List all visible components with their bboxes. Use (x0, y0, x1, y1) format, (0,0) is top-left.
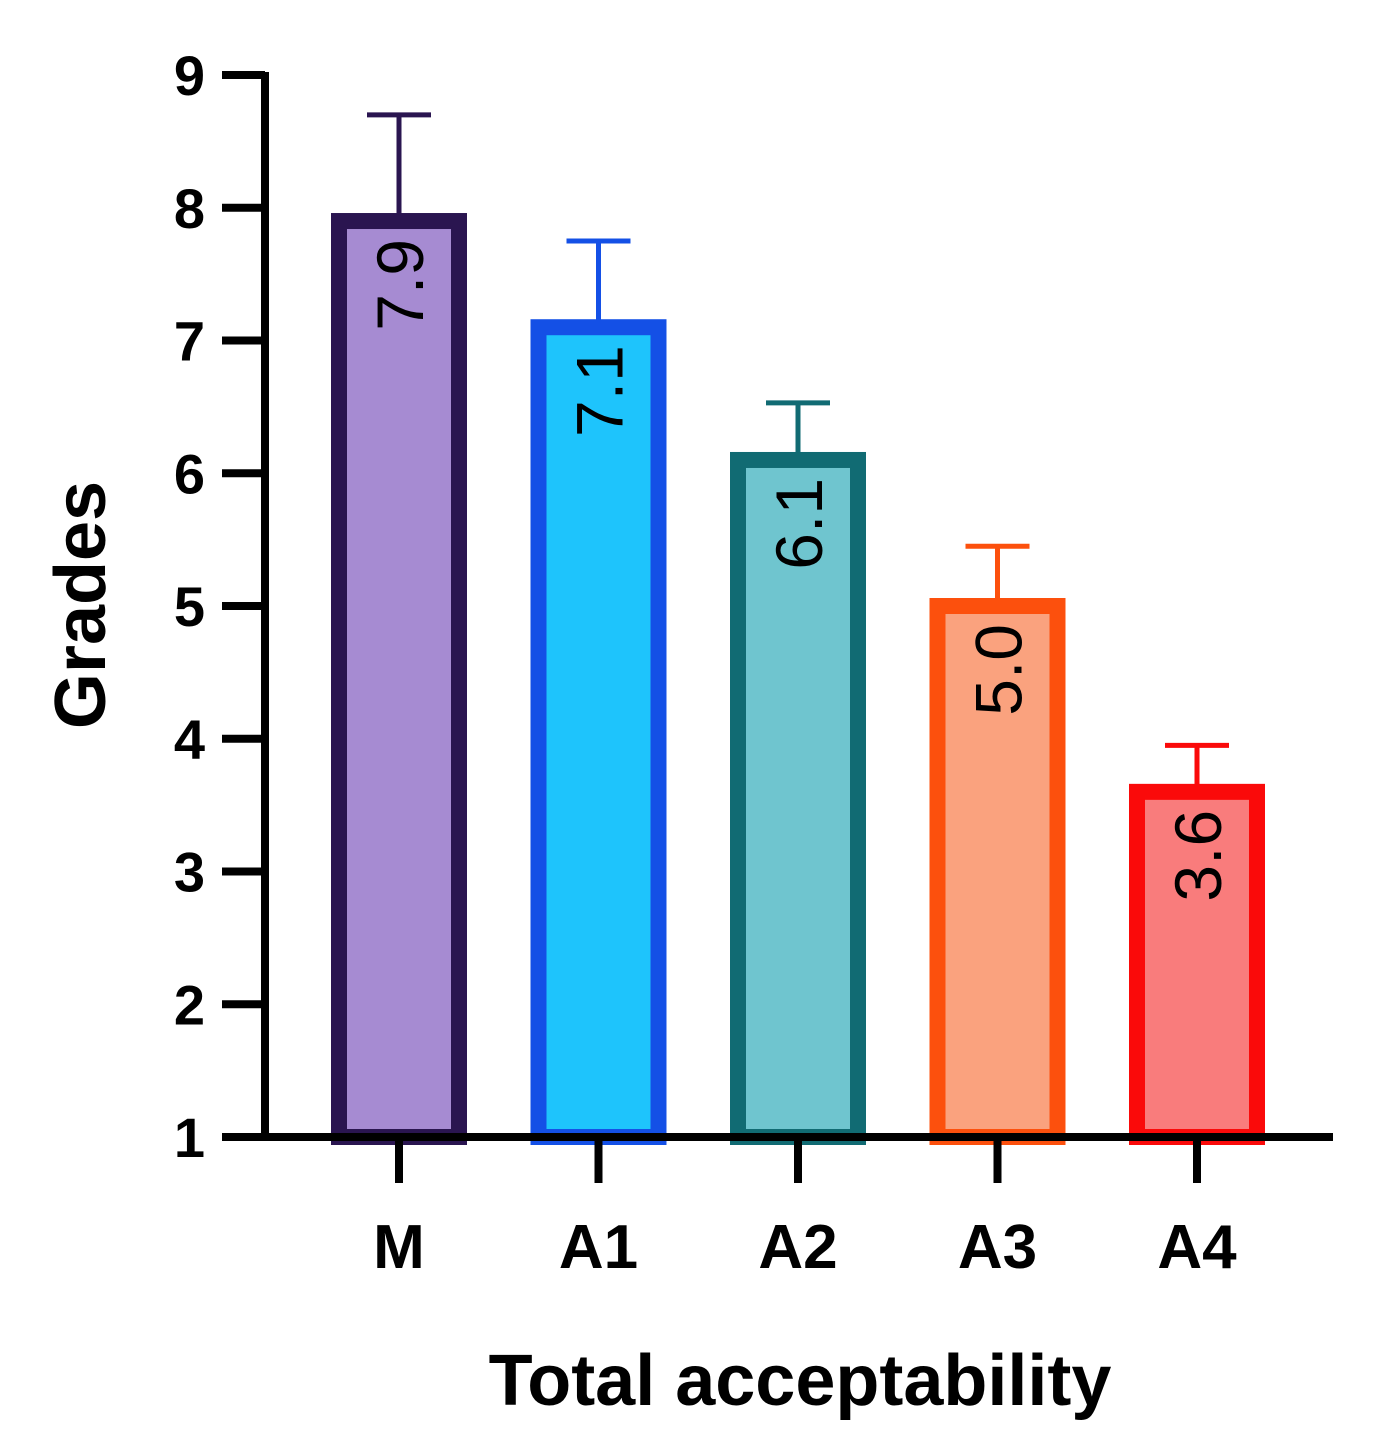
y-tick-label: 3 (174, 841, 205, 904)
data-label: 6.1 (762, 478, 836, 570)
x-axis-title: Total acceptability (489, 1341, 1112, 1421)
data-label: 5.0 (962, 624, 1036, 716)
y-axis-title: Grades (41, 481, 121, 729)
x-ticks-layer: M A1 A2 A3 A4 (373, 1137, 1237, 1282)
y-tick-label: 4 (174, 708, 205, 771)
y-tick-label: 5 (174, 575, 205, 638)
y-ticks-layer: 1 2 3 4 5 6 7 8 9 (174, 44, 265, 1169)
y-tick-label: 2 (174, 973, 205, 1036)
x-tick-label: A4 (1157, 1213, 1237, 1282)
x-tick-label: A3 (958, 1213, 1037, 1282)
y-tick-label: 8 (174, 177, 205, 240)
bar-a1 (530, 319, 667, 1146)
bars-layer (331, 213, 1265, 1146)
x-tick-label: A1 (559, 1213, 638, 1282)
y-tick-label: 1 (174, 1106, 205, 1169)
bar-m (331, 213, 467, 1145)
x-tick-label: A2 (758, 1213, 837, 1282)
y-tick-label: 9 (174, 44, 205, 107)
data-label: 3.6 (1161, 810, 1235, 902)
error-bars-layer (367, 112, 1229, 792)
data-label: 7.9 (363, 239, 437, 331)
y-tick-label: 7 (174, 310, 205, 373)
data-labels-layer: 7.9 7.1 6.1 5.0 3.6 (363, 239, 1235, 902)
data-label: 7.1 (563, 345, 637, 437)
x-tick-label: M (373, 1213, 425, 1282)
y-tick-label: 6 (174, 442, 205, 505)
